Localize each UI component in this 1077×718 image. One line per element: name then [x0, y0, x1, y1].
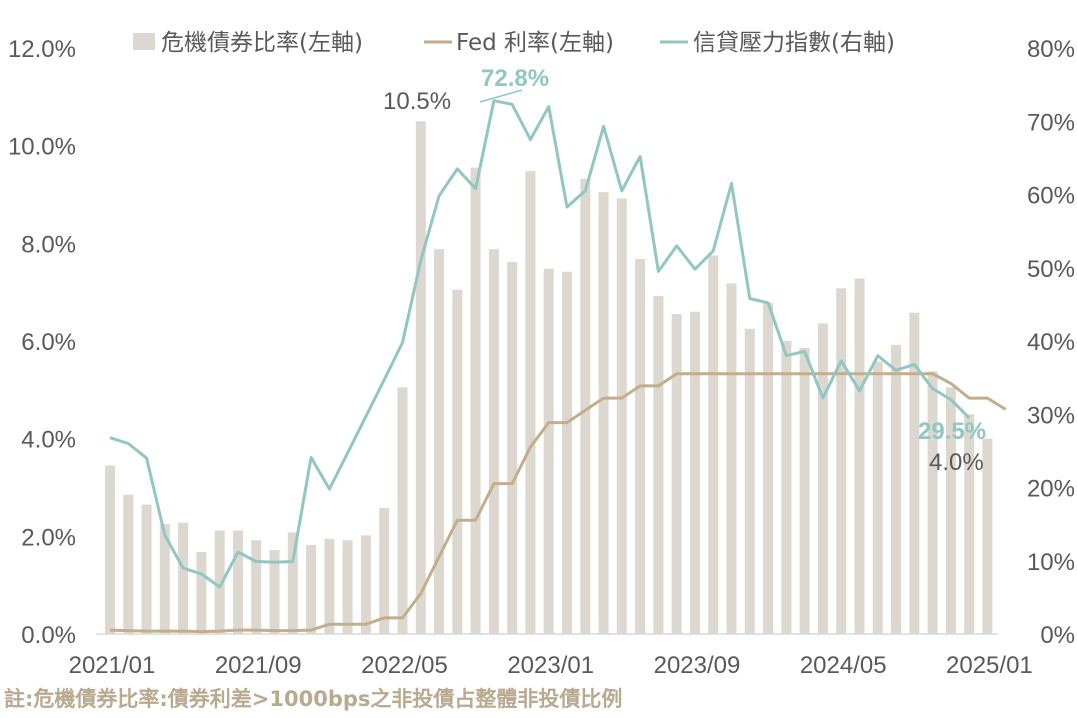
bar	[434, 249, 444, 634]
y-left-tick-label: 4.0%	[21, 427, 76, 454]
bar	[708, 255, 719, 634]
x-tick-label: 2023/01	[507, 652, 594, 679]
y-left-tick-label: 2.0%	[21, 524, 76, 551]
bar	[927, 371, 938, 634]
bar	[141, 504, 152, 634]
bar	[836, 288, 847, 634]
bar	[342, 540, 353, 634]
bar	[233, 530, 243, 634]
bar	[470, 167, 481, 634]
y-right-tick-label: 0%	[1040, 622, 1075, 649]
y-right-tick-label: 40%	[1027, 329, 1075, 356]
bar	[562, 271, 572, 634]
y-left-tick-label: 12.0%	[8, 36, 76, 63]
bar	[982, 438, 993, 634]
bar	[690, 311, 700, 634]
bar	[525, 171, 536, 634]
bar	[616, 198, 627, 634]
bar	[269, 550, 280, 634]
annotation-bar-peak: 10.5%	[383, 88, 451, 115]
y-right-tick-label: 20%	[1027, 476, 1075, 503]
bar	[360, 535, 371, 634]
y-left-tick-label: 10.0%	[8, 134, 76, 161]
x-tick-label: 2021/01	[69, 652, 156, 679]
y-axis-left: 0.0% 2.0% 4.0% 6.0% 8.0% 10.0% 12.0%	[8, 36, 76, 649]
bar	[635, 259, 646, 634]
bar	[909, 312, 920, 634]
annotation-stress-peak: 72.8%	[481, 65, 549, 92]
x-tick-label: 2023/09	[654, 652, 741, 679]
bar	[324, 538, 335, 634]
bar	[945, 387, 956, 634]
y-right-tick-label: 80%	[1027, 36, 1075, 63]
y-left-tick-label: 8.0%	[21, 231, 76, 258]
annotation-stress-peak-leader	[479, 89, 523, 103]
bar-series-distress-ratio	[105, 121, 993, 635]
bar	[781, 341, 792, 634]
bar	[159, 524, 170, 634]
y-right-tick-label: 60%	[1027, 183, 1075, 210]
bar	[452, 289, 463, 634]
annotation-stress-last: 29.5%	[918, 418, 986, 445]
legend-label-distress: 危機債券比率(左軸)	[161, 30, 363, 56]
bar	[653, 296, 664, 634]
bar	[872, 361, 883, 634]
x-tick-label: 2022/05	[361, 652, 448, 679]
bar	[598, 192, 609, 634]
bar	[379, 508, 390, 634]
bar	[251, 540, 262, 634]
bar	[415, 121, 426, 635]
annotation-bar-last: 4.0%	[929, 449, 984, 476]
x-tick-label: 2025/01	[946, 652, 1033, 679]
bar	[744, 328, 755, 634]
bar	[214, 530, 225, 634]
bar	[671, 314, 682, 634]
bar	[105, 465, 115, 634]
bar	[817, 323, 828, 634]
bar	[488, 249, 499, 634]
bar	[854, 278, 865, 634]
bar	[306, 545, 317, 634]
y-left-tick-label: 6.0%	[21, 329, 76, 356]
legend-swatch-bar	[133, 33, 155, 50]
y-left-tick-label: 0.0%	[21, 622, 76, 649]
bar	[891, 344, 901, 634]
y-right-tick-label: 50%	[1027, 256, 1075, 283]
x-tick-label: 2021/09	[215, 652, 302, 679]
bar	[123, 494, 134, 634]
y-right-tick-label: 10%	[1027, 549, 1075, 576]
line-credit-stress-index	[109, 99, 971, 589]
bar	[507, 261, 518, 634]
y-right-tick-label: 30%	[1027, 402, 1075, 429]
bar	[543, 268, 554, 634]
y-right-tick-label: 70%	[1027, 109, 1075, 136]
legend-label-fed: Fed 利率(左軸)	[456, 30, 614, 56]
bar	[196, 552, 207, 634]
bar	[580, 178, 591, 634]
bar	[178, 522, 189, 634]
bar	[397, 387, 408, 634]
footnote: 註:危機債券比率:債券利差>1000bps之非投債占整體非投債比例	[4, 687, 623, 711]
bar	[799, 347, 810, 634]
bar	[726, 283, 737, 634]
legend-label-stress: 信貸壓力指數(右軸)	[693, 30, 895, 56]
x-tick-label: 2024/05	[800, 652, 887, 679]
bar	[287, 532, 298, 634]
x-axis-ticks: 2021/01 2021/09 2022/05 2023/01 2023/09 2024/…	[69, 652, 1033, 679]
bar	[964, 414, 975, 635]
line-fed-rate	[109, 372, 1007, 634]
y-axis-right: 0% 10% 20% 30% 40% 50% 60% 70% 80%	[1027, 36, 1075, 649]
legend: 危機債券比率(左軸) Fed 利率(左軸) 信貸壓力指數(右軸)	[133, 30, 895, 56]
bar	[763, 302, 774, 634]
